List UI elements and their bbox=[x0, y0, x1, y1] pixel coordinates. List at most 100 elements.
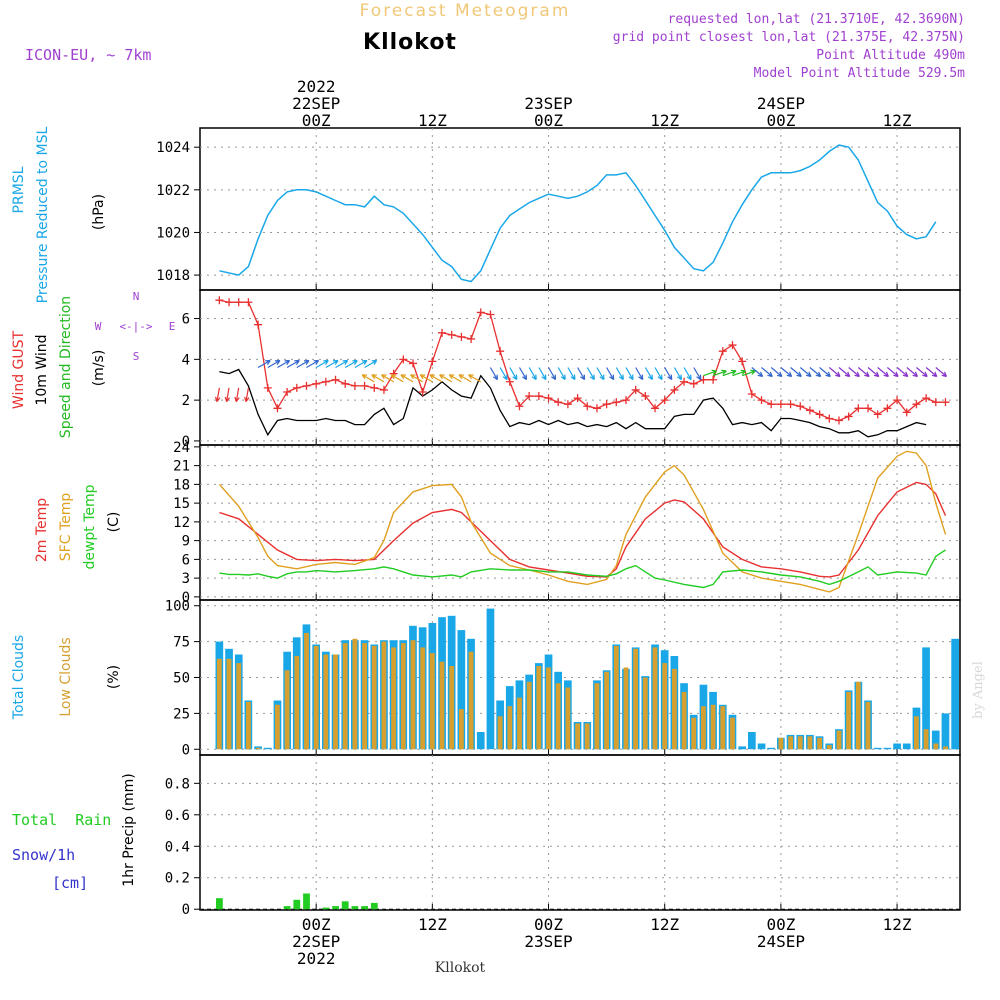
wind-panel: 0 2 4 6 bbox=[182, 289, 961, 450]
clouds-ytick-label: 50 bbox=[173, 671, 190, 687]
low-cloud-bar bbox=[410, 640, 416, 750]
total-cloud-bar bbox=[457, 630, 466, 750]
gust-marker bbox=[902, 408, 911, 417]
gust-marker bbox=[912, 400, 921, 409]
wind-direction-arrow bbox=[215, 387, 221, 403]
wind-direction-arrow bbox=[306, 359, 320, 369]
wind-direction-arrow bbox=[468, 374, 482, 383]
wind-direction-arrow bbox=[296, 359, 310, 369]
rain-bar bbox=[303, 893, 310, 910]
top-time-label: 12Z bbox=[883, 111, 912, 130]
pressure-label-unit: (hPa) bbox=[91, 194, 107, 230]
wind-direction-arrow bbox=[780, 367, 793, 378]
gust-marker bbox=[428, 357, 437, 366]
low-cloud-bar bbox=[855, 681, 861, 750]
bottom-time-label: 00Z bbox=[766, 915, 795, 934]
wind-label-direction: Speed and Direction bbox=[58, 296, 74, 438]
total-cloud-bar bbox=[873, 747, 882, 750]
low-cloud-bar bbox=[788, 736, 793, 750]
wind-direction-arrow bbox=[234, 387, 240, 403]
gust-marker bbox=[592, 404, 601, 413]
wind-direction-arrow bbox=[751, 367, 764, 378]
wind-direction-arrow bbox=[419, 374, 433, 383]
wind-direction-arrow bbox=[761, 367, 773, 378]
gust-marker bbox=[873, 410, 882, 419]
low-cloud-bar bbox=[672, 668, 677, 750]
low-cloud-bar bbox=[836, 730, 842, 750]
gust-marker bbox=[350, 381, 359, 390]
gust-marker bbox=[864, 404, 873, 413]
cloud-label-total: Total Clouds bbox=[11, 635, 27, 720]
gust-marker bbox=[467, 334, 476, 343]
gust-marker bbox=[757, 396, 766, 405]
station-name: Kllokot bbox=[363, 30, 457, 55]
precip-label-rain: Total Rain bbox=[12, 811, 111, 829]
total-cloud-bar bbox=[902, 743, 911, 750]
temperature-ytick-label: 15 bbox=[173, 496, 190, 512]
temperature-frame bbox=[199, 444, 961, 601]
gust-marker bbox=[699, 375, 708, 384]
gust-marker bbox=[854, 404, 863, 413]
gust-marker bbox=[728, 341, 737, 350]
wind-label-10m: 10m Wind bbox=[34, 334, 50, 405]
low-cloud-bar bbox=[362, 643, 367, 750]
pressure-ytick-label: 1020 bbox=[156, 225, 190, 241]
wind-direction-arrow bbox=[732, 369, 747, 377]
low-cloud-bar bbox=[536, 666, 542, 750]
wind-ytick-label: 0 bbox=[182, 434, 190, 450]
wind-direction-arrow bbox=[557, 367, 566, 381]
low-cloud-bar bbox=[943, 746, 948, 750]
low-cloud-bar bbox=[439, 661, 445, 750]
bottom-time-label: 23SEP bbox=[524, 932, 572, 951]
low-cloud-bar bbox=[371, 645, 377, 750]
low-cloud-bar bbox=[681, 691, 687, 750]
top-time-label: 22SEP bbox=[292, 94, 340, 113]
wind-direction-arrow bbox=[935, 367, 948, 378]
wind-direction-arrow bbox=[429, 374, 443, 383]
wind-direction-arrow bbox=[509, 367, 518, 381]
gust-marker bbox=[418, 387, 427, 396]
temp-label-dewpt: dewpt Temp bbox=[82, 484, 98, 569]
low-cloud-bar bbox=[933, 743, 939, 750]
wind-direction-arrow bbox=[499, 367, 508, 381]
grid-point-coords: grid point closest lon,lat (21.375E, 42.… bbox=[613, 30, 965, 45]
rain-bar bbox=[216, 898, 223, 910]
wind-direction-arrow bbox=[244, 387, 250, 403]
wind-direction-arrow bbox=[547, 367, 557, 381]
gust-marker bbox=[709, 375, 718, 384]
total-cloud-bar bbox=[951, 638, 959, 750]
low-cloud-bar bbox=[526, 681, 532, 750]
low-cloud-bar bbox=[429, 653, 435, 750]
temperature-ytick-label: 0 bbox=[182, 590, 190, 606]
top-time-label: 23SEP bbox=[524, 94, 572, 113]
wind-direction-arrow bbox=[664, 367, 673, 381]
gust-marker bbox=[496, 347, 505, 356]
clouds-ytick-label: 100 bbox=[165, 599, 190, 615]
total-cloud-bar bbox=[476, 732, 485, 750]
total-cloud-bar bbox=[922, 647, 930, 750]
low-cloud-bar bbox=[555, 683, 561, 750]
wind-direction-arrow bbox=[267, 359, 281, 369]
low-cloud-bar bbox=[826, 745, 832, 750]
total-cloud-bar bbox=[893, 743, 901, 750]
gust-marker bbox=[544, 394, 553, 403]
gust-marker bbox=[844, 412, 853, 421]
low-cloud-bar bbox=[216, 658, 222, 750]
wind-direction-arrow bbox=[683, 367, 692, 381]
wind-direction-arrow bbox=[528, 367, 537, 381]
wind-direction-arrow bbox=[606, 367, 615, 381]
cloud-panel: 0 25 50 75 100 bbox=[165, 599, 961, 758]
gust-marker bbox=[747, 390, 756, 399]
wind-direction-arrow bbox=[390, 374, 404, 383]
gust-marker bbox=[738, 357, 747, 366]
wind-direction-arrow bbox=[286, 359, 300, 369]
low-cloud-bar bbox=[284, 670, 290, 750]
rain-bar bbox=[322, 907, 330, 910]
low-cloud-bar bbox=[517, 697, 522, 750]
top-time-label: 12Z bbox=[418, 111, 447, 130]
gust-marker bbox=[825, 414, 834, 423]
low-cloud-bar bbox=[333, 654, 338, 750]
model-point-altitude: Model Point Altitude 529.5m bbox=[754, 66, 965, 81]
clouds-ytick-label: 75 bbox=[173, 635, 190, 651]
bottom-time-label: 24SEP bbox=[757, 932, 805, 951]
